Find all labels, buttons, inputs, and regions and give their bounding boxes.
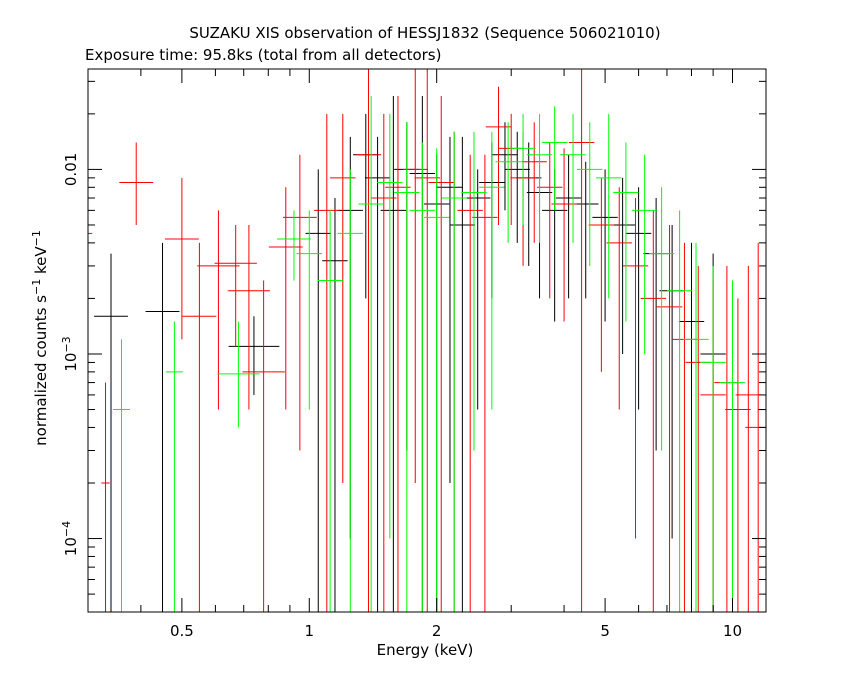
y-axis-label-main: normalized counts s — [32, 295, 50, 446]
x-tick-label: 1 — [305, 622, 315, 640]
series-2 — [113, 95, 746, 612]
axes-group: 0.5 1 2 5 10 0.01 10−3 10−4 — [60, 68, 767, 640]
x-tick-label: 10 — [723, 622, 742, 640]
series-0 — [94, 95, 726, 612]
x-tick-label: 2 — [432, 622, 442, 640]
chart-title: SUZAKU XIS observation of HESSJ1832 (Seq… — [189, 24, 660, 42]
chart-subtitle: Exposure time: 95.8ks (total from all de… — [85, 46, 441, 64]
y-axis-label-mid: keV — [32, 246, 50, 279]
y-tick-label: 10−3 — [60, 336, 80, 371]
series-1 — [87, 69, 767, 612]
y-axis-label: normalized counts s−1 keV−1 — [30, 230, 50, 446]
x-axis-label: Energy (keV) — [377, 641, 474, 659]
plot-frame — [87, 68, 767, 613]
data-series-group — [87, 69, 767, 612]
y-tick-label: 10−4 — [60, 521, 80, 556]
x-tick-label: 5 — [600, 622, 610, 640]
y-tick-label: 0.01 — [62, 153, 80, 186]
y-axis-label-sup2: −1 — [30, 230, 43, 246]
x-tick-label: 0.5 — [170, 622, 194, 640]
y-axis-label-sup1: −1 — [30, 279, 43, 295]
